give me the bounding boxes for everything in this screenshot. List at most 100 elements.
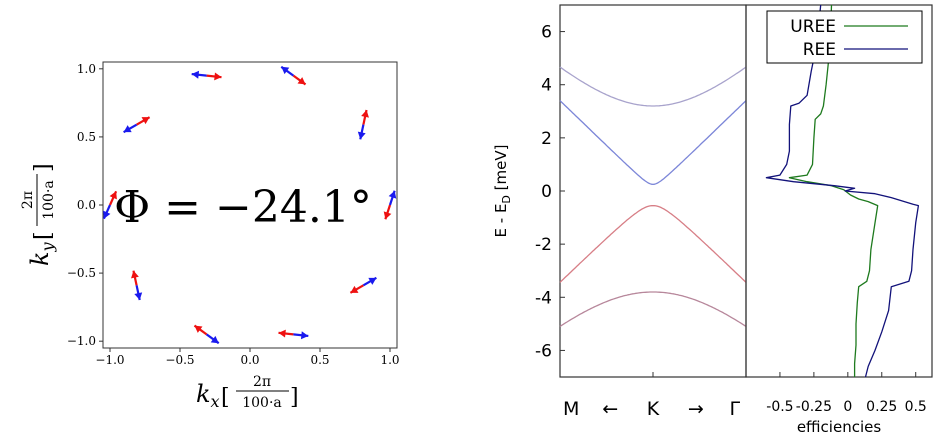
band-curve [559, 66, 747, 107]
x-label-sub: x [211, 392, 220, 411]
band-y-tick-label: -6 [535, 341, 552, 361]
red-spin-arrow-head [278, 329, 286, 338]
blue-spin-arrow [357, 124, 366, 140]
svg-text:[: [ [221, 385, 230, 410]
efficiency-curve-uree [788, 4, 879, 377]
blue-spin-arrow [191, 70, 207, 79]
blue-spin-arrow-head [134, 292, 143, 301]
quiver-x-axis-label: kx [ 2π 100·a ] [196, 374, 299, 411]
blue-spin-arrow-head [103, 210, 111, 219]
svg-text:]: ] [31, 163, 56, 172]
blue-spin-arrow-head [368, 277, 377, 285]
band-y-tick-label: 6 [541, 23, 552, 43]
red-spin-arrow [278, 329, 294, 338]
efficiency-x-tick-label: 0 [843, 399, 852, 415]
y-tick-label: −1.0 [67, 334, 96, 348]
band-x-tick-label: → [688, 398, 704, 420]
efficiency-x-tick-label: -0.25 [796, 399, 832, 415]
red-spin-arrow-head [350, 285, 359, 293]
band-y-ticks: -6 -4 -2 0 2 4 6 [535, 23, 565, 361]
x-label-k: k [196, 380, 211, 408]
red-spin-arrow-head [383, 211, 392, 220]
x-tick-label: 0.0 [240, 353, 259, 367]
red-spin-arrow-head [297, 77, 306, 85]
y-unit-den: 100·a [41, 180, 57, 220]
svg-text:]: ] [290, 385, 299, 410]
red-spin-arrow [349, 284, 364, 294]
red-spin-arrow-head [109, 191, 117, 200]
blue-spin-arrow-head [388, 190, 397, 199]
efficiency-x-ticks: -0.5 -0.25 0 0.25 0.5 [766, 372, 927, 415]
y-label-sub: y [38, 241, 57, 252]
red-spin-arrow [108, 190, 118, 206]
red-spin-arrow [206, 72, 222, 81]
band-panel: -6 -4 -2 0 2 4 6 M ← K → Γ E - ED [meV] [492, 4, 747, 420]
blue-spin-arrow [362, 276, 377, 287]
quiver-panel: −1.0 −0.5 0.0 0.5 1.0 −1.0 −0.5 0.0 0.5 1.0 Φ = −… [20, 61, 400, 411]
band-x-tick-label: K [647, 398, 660, 420]
band-y-tick-label: -4 [535, 288, 552, 308]
red-spin-arrow-head [141, 117, 150, 125]
blue-spin-arrow-head [300, 331, 309, 340]
red-spin-arrow [292, 74, 307, 86]
blue-spin-arrow [205, 333, 220, 345]
x-tick-label: −0.5 [165, 353, 194, 367]
efficiency-x-tick-label: 0.5 [905, 399, 927, 415]
efficiency-x-tick-label: -0.5 [766, 399, 793, 415]
svg-text:kx: kx [196, 380, 220, 411]
quiver-y-axis-label: ky [ 2π 100·a ] [20, 163, 57, 266]
band-y-tick-label: 0 [541, 182, 552, 202]
y-label-k: k [26, 251, 54, 266]
efficiency-lines [765, 4, 920, 378]
band-curve [559, 100, 747, 186]
x-tick-label: 1.0 [380, 353, 399, 367]
efficiency-legend: UREE REE [766, 10, 923, 64]
band-y-tick-label: -2 [535, 235, 552, 255]
y-tick-label: −0.5 [67, 266, 96, 280]
efficiency-x-tick-label: 0.25 [866, 399, 897, 415]
band-y-tick-label: 2 [541, 129, 552, 149]
y-unit-num: 2π [20, 191, 36, 209]
blue-spin-arrow-head [357, 131, 366, 140]
efficiency-curve-ree [765, 4, 920, 378]
efficiency-x-axis-label: efficiencies [797, 418, 882, 436]
blue-spin-arrow-head [123, 125, 132, 133]
red-spin-arrow [136, 116, 151, 126]
legend-label-ree: REE [803, 40, 836, 60]
blue-spin-arrow-head [281, 66, 290, 75]
band-y-axis-label: E - ED [meV] [492, 145, 513, 238]
blue-spin-arrow [293, 331, 309, 340]
legend-box [766, 10, 923, 64]
band-x-tick-label: Γ [730, 398, 741, 420]
band-x-ticks: M ← K → Γ [563, 372, 741, 420]
x-tick-label: 0.5 [310, 353, 329, 367]
red-spin-arrow [361, 109, 369, 125]
blue-spin-arrow-head [191, 70, 200, 79]
svg-text:ky: ky [26, 241, 57, 266]
band-curve [559, 204, 747, 283]
red-spin-arrow-head [361, 109, 369, 118]
phi-annotation: Φ = −24.1° [114, 182, 372, 233]
efficiency-panel: -0.5 -0.25 0 0.25 0.5 efficiencies UREE REE [745, 4, 933, 436]
red-spin-arrow-head [214, 72, 222, 81]
blue-spin-arrow [102, 204, 112, 220]
quiver-ticks: −1.0 −0.5 0.0 0.5 1.0 −1.0 −0.5 0.0 0.5 1.0 [67, 62, 400, 367]
efficiency-plot-frame [745, 4, 933, 378]
blue-spin-arrow [123, 123, 138, 134]
y-tick-label: 0.5 [77, 130, 96, 144]
blue-spin-arrow [280, 65, 295, 77]
red-spin-arrow [193, 324, 208, 336]
red-spin-arrow [383, 204, 392, 220]
blue-spin-arrow [388, 190, 397, 206]
band-x-tick-label: M [563, 398, 579, 420]
blue-spin-arrow [134, 285, 143, 301]
x-unit-num: 2π [253, 374, 271, 390]
band-y-tick-label: 4 [541, 76, 552, 96]
red-spin-arrow-head [131, 270, 139, 279]
quiver-arrows [102, 65, 397, 345]
blue-spin-arrow-head [210, 335, 219, 344]
y-tick-label: 1.0 [77, 62, 96, 76]
band-plot-frame [559, 4, 747, 378]
band-curve [559, 291, 747, 327]
x-tick-label: −1.0 [95, 353, 124, 367]
